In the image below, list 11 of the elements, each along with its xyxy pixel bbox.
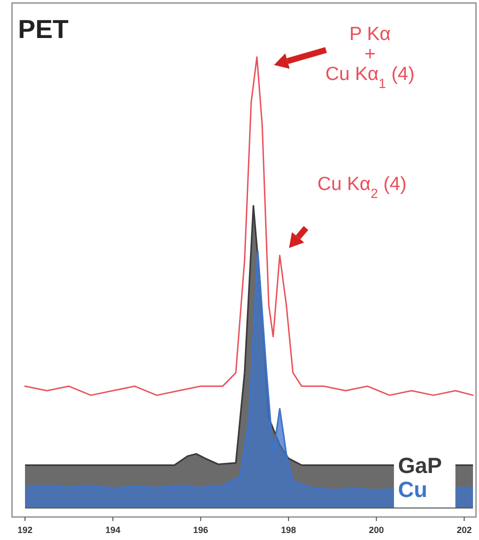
x-tick-label: 200	[368, 525, 384, 535]
x-tick-label: 202	[456, 525, 472, 535]
x-tick-label: 194	[105, 525, 120, 535]
series-label: GaP	[398, 453, 442, 478]
annotation: Cu Kα$_{2}$ (4)	[317, 174, 407, 200]
series-label: Cu	[398, 477, 428, 502]
chart-title: PET	[18, 14, 69, 44]
x-tick-label: 198	[281, 525, 296, 535]
x-tick-label: 196	[193, 525, 208, 535]
x-tick-label: 192	[17, 525, 33, 535]
annotation: P Kα + Cu Kα$_{1}$ (4)	[325, 24, 415, 90]
